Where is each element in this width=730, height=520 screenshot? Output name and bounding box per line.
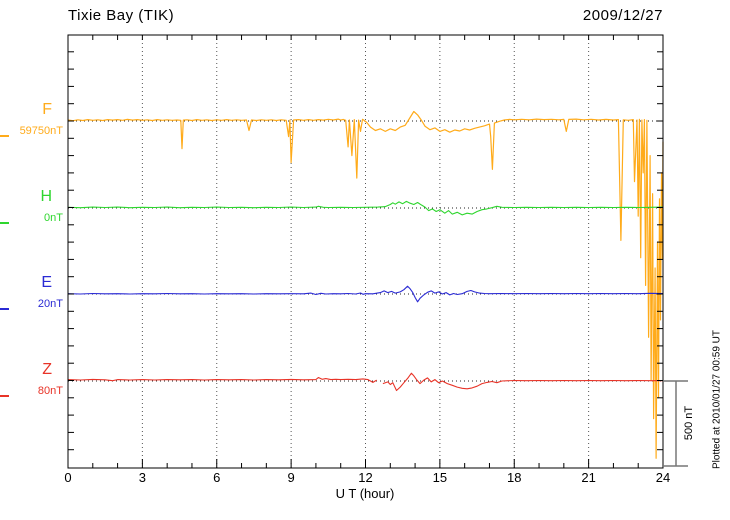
x-tick-label-18: 18 bbox=[507, 470, 522, 485]
x-axis-label: U T (hour) bbox=[335, 486, 395, 501]
series-letter-E: E bbox=[41, 274, 52, 291]
series-unit-Z: 80nT bbox=[37, 385, 63, 397]
x-tick-label-12: 12 bbox=[358, 470, 373, 485]
series-unit-H: 0nT bbox=[44, 212, 63, 224]
trace-E bbox=[67, 285, 664, 303]
x-tick-label-24: 24 bbox=[655, 470, 671, 485]
series-letter-F: F bbox=[42, 101, 52, 118]
x-tick-label-15: 15 bbox=[432, 470, 448, 485]
x-tick-label-0: 0 bbox=[64, 470, 72, 485]
trace-Z bbox=[382, 372, 663, 392]
x-tick-label-6: 6 bbox=[213, 470, 221, 485]
trace-Z bbox=[67, 376, 377, 383]
series-unit-E: 20nT bbox=[37, 298, 63, 310]
x-tick-label-3: 3 bbox=[138, 470, 146, 485]
trace-F bbox=[67, 110, 664, 459]
plotted-at-timestamp: Plotted at 2010/01/27 00:59 UT bbox=[711, 330, 723, 469]
station-title: Tixie Bay (TIK) bbox=[68, 7, 175, 24]
series-letter-H: H bbox=[40, 188, 52, 205]
trace-H bbox=[67, 200, 664, 216]
plot-date: 2009/12/27 bbox=[582, 7, 663, 24]
scale-bar-label: 500 nT bbox=[683, 405, 695, 441]
series-letter-Z: Z bbox=[42, 361, 52, 378]
x-tick-label-9: 9 bbox=[287, 470, 295, 485]
series-unit-F: 59750nT bbox=[19, 125, 63, 137]
x-tick-label-21: 21 bbox=[581, 470, 596, 485]
